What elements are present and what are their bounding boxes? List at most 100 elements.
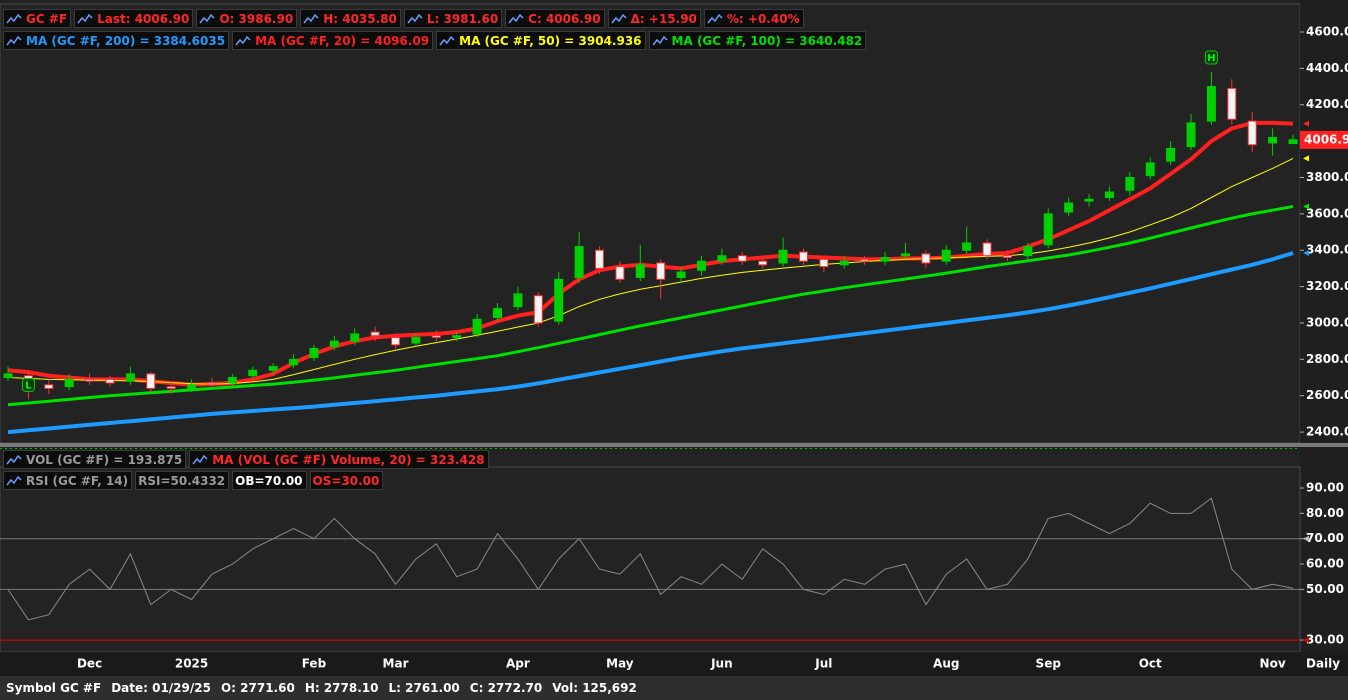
x-tick-label: Nov xyxy=(1260,657,1286,671)
axis-marker xyxy=(1303,250,1309,257)
x-tick-label: Apr xyxy=(506,657,530,671)
moving-average-line xyxy=(7,157,1294,385)
legend-item[interactable]: L: 3981.60 xyxy=(403,9,503,28)
legend-item[interactable]: RSI (GC #F, 14) xyxy=(3,471,133,490)
legend-text: Last: 4006.90 xyxy=(97,11,190,26)
moving-average-line xyxy=(7,251,1294,435)
rsi-legend: RSI (GC #F, 14) RSI=50.4332 OB=70.00 OS=30.… xyxy=(3,471,384,490)
candle-body xyxy=(289,358,299,366)
candle-body xyxy=(758,260,768,266)
legend-item[interactable]: GC #F xyxy=(3,9,72,28)
candle-body xyxy=(1125,176,1135,191)
candle-body xyxy=(595,249,605,269)
rsi-line xyxy=(7,497,1294,621)
status-text: L: 2761.00 xyxy=(388,681,460,695)
candle-body xyxy=(1186,122,1196,148)
legend-item[interactable]: MA (GC #F, 100) = 3640.482 xyxy=(648,31,867,50)
legend-item[interactable]: C: 4006.90 xyxy=(505,9,605,28)
legend-item: OB=70.00 xyxy=(232,471,307,490)
legend-item[interactable]: MA (VOL (GC #F) Volume, 20) = 323.428 xyxy=(189,450,489,469)
candle-body xyxy=(309,347,319,359)
candle-body xyxy=(187,384,197,389)
candle-body xyxy=(125,373,135,382)
legend-item[interactable]: MA (GC #F, 20) = 4096.09 xyxy=(232,31,434,50)
legend-icon xyxy=(407,13,423,23)
legend-text: L: 3981.60 xyxy=(426,11,499,26)
candle-body xyxy=(207,382,217,386)
x-tick-label: Jun xyxy=(710,657,733,671)
legend-text: MA (VOL (GC #F) Volume, 20) = 323.428 xyxy=(212,452,485,467)
main-panel xyxy=(0,3,1301,444)
legend-text: MA (GC #F, 20) = 4096.09 xyxy=(255,33,430,48)
candle-body xyxy=(839,260,849,266)
candle-body xyxy=(1064,202,1074,213)
candle-body xyxy=(493,307,503,319)
x-tick-label: Aug xyxy=(933,657,959,671)
candle-body xyxy=(1247,120,1257,146)
x-tick-label: Mar xyxy=(383,657,409,671)
x-tick-label: Feb xyxy=(302,657,327,671)
legend-icon xyxy=(235,35,251,45)
candle-body xyxy=(105,378,115,384)
legend-text: MA (GC #F, 200) = 3384.6035 xyxy=(26,33,226,48)
date-axis xyxy=(0,652,1348,676)
axis-marker xyxy=(1303,155,1309,162)
axis-marker xyxy=(1303,120,1309,127)
legend-item[interactable]: MA (GC #F, 200) = 3384.6035 xyxy=(3,31,230,50)
candle-body xyxy=(635,264,645,279)
status-text: Symbol GC #F xyxy=(6,681,102,695)
legend-text: RSI (GC #F, 14) xyxy=(26,473,129,488)
legend-text: %: +0.40% xyxy=(726,11,800,26)
candle-body xyxy=(329,340,339,348)
x-tick-label: May xyxy=(606,657,634,671)
status-text: Vol: 125,692 xyxy=(552,681,637,695)
legend-icon xyxy=(6,35,22,45)
candle-body xyxy=(656,262,666,280)
legend-text: Δ: +15.90 xyxy=(630,11,697,26)
legend-item[interactable]: VOL (GC #F) = 193.875 xyxy=(3,450,187,469)
price-axis xyxy=(1300,0,1348,676)
legend-item: OS=30.00 xyxy=(309,471,384,490)
legend-icon xyxy=(611,13,627,23)
candle-body xyxy=(3,373,13,379)
candle-body xyxy=(370,331,380,337)
y-tick-label: 3800.0 xyxy=(1306,170,1348,184)
ma-legend: MA (GC #F, 200) = 3384.6035 MA (GC #F, 20… xyxy=(3,31,867,50)
axis-marker xyxy=(1303,637,1309,644)
candle-body xyxy=(962,242,972,251)
y-tick-label: 60.00 xyxy=(1306,557,1344,571)
legend-item[interactable]: O: 3986.90 xyxy=(196,9,298,28)
candle-body xyxy=(880,257,890,262)
legend-icon xyxy=(508,13,524,23)
y-tick-label: 2800.0 xyxy=(1306,352,1348,366)
candle-body xyxy=(778,249,788,264)
candle-body xyxy=(941,249,951,262)
extreme-marker: L xyxy=(25,380,32,391)
candle-body xyxy=(472,318,482,335)
legend-text: H: 4035.80 xyxy=(323,11,397,26)
y-tick-label: 4200.0 xyxy=(1306,97,1348,111)
y-tick-label: 4400.0 xyxy=(1306,61,1348,75)
legend-text: O: 3986.90 xyxy=(219,11,294,26)
y-tick-label: 30.00 xyxy=(1306,633,1344,647)
y-tick-label: 70.00 xyxy=(1306,531,1344,545)
legend-item[interactable]: %: +0.40% xyxy=(703,9,804,28)
legend-item[interactable]: Δ: +15.90 xyxy=(607,9,701,28)
candle-body xyxy=(615,266,625,280)
y-tick-label: 3600.0 xyxy=(1306,206,1348,220)
y-tick-label: 2400.0 xyxy=(1306,425,1348,439)
candle-body xyxy=(1268,136,1278,144)
candle-body xyxy=(1227,87,1237,120)
legend-text: MA (GC #F, 50) = 3904.936 xyxy=(459,33,642,48)
candle-body xyxy=(1206,86,1216,122)
legend-item[interactable]: H: 4035.80 xyxy=(300,9,401,28)
legend-item[interactable]: MA (GC #F, 50) = 3904.936 xyxy=(436,31,646,50)
status-text: Date: 01/29/25 xyxy=(111,681,211,695)
y-tick-label: 3400.0 xyxy=(1306,243,1348,257)
candle-body xyxy=(533,295,543,324)
rsi-panel xyxy=(0,466,1301,653)
candle-body xyxy=(554,278,564,322)
candle-body xyxy=(798,251,808,262)
legend-item[interactable]: Last: 4006.90 xyxy=(74,9,194,28)
x-tick-label: Dec xyxy=(77,657,102,671)
